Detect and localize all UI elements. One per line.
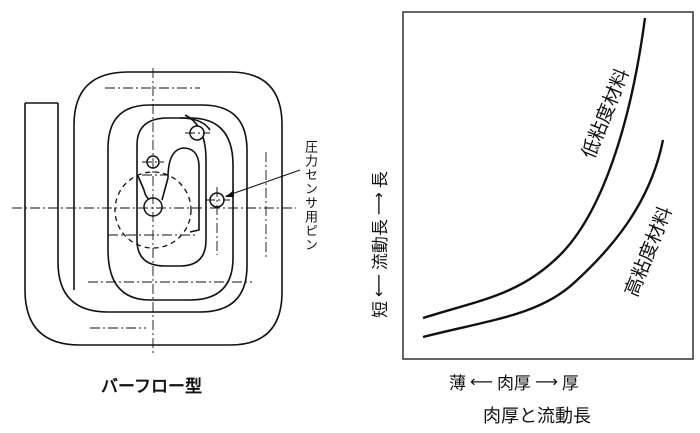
gate-dashed-circle	[114, 171, 192, 249]
pin-leader-line	[225, 169, 301, 197]
y-axis-low: 短	[371, 301, 391, 318]
pin-leader-arrowhead	[225, 190, 234, 197]
left-figure-caption: バーフロー型	[101, 377, 202, 397]
spiral-outer-wall	[24, 71, 283, 346]
x-axis-right-arrow-icon: ⟶	[534, 372, 558, 391]
x-axis-low: 薄	[449, 374, 466, 394]
pressure-sensor-pin-label: 圧力センサ用ピン	[302, 140, 317, 252]
curve-low-viscosity	[422, 17, 647, 320]
chart-frame	[402, 11, 694, 360]
y-axis-title: 流動長	[371, 219, 391, 271]
y-axis-up-arrow-icon: ⟶	[369, 192, 388, 216]
y-axis-label: 短 ⟵ 流動長 ⟶ 長	[366, 171, 391, 318]
x-axis-title: 肉厚	[496, 374, 531, 394]
x-axis-left-arrow-icon: ⟵	[470, 372, 493, 391]
y-axis-down-arrow-icon: ⟵	[369, 274, 388, 297]
y-axis-high: 長	[371, 171, 391, 189]
spiral-inner-wall	[25, 102, 248, 313]
hook-cavity	[137, 147, 200, 233]
x-axis-high: 厚	[561, 374, 579, 394]
curve-high-viscosity	[422, 139, 665, 339]
chart-title: 肉厚と流動長	[483, 406, 591, 427]
x-axis-label: 薄 ⟵ 肉厚 ⟶ 厚	[449, 369, 579, 394]
